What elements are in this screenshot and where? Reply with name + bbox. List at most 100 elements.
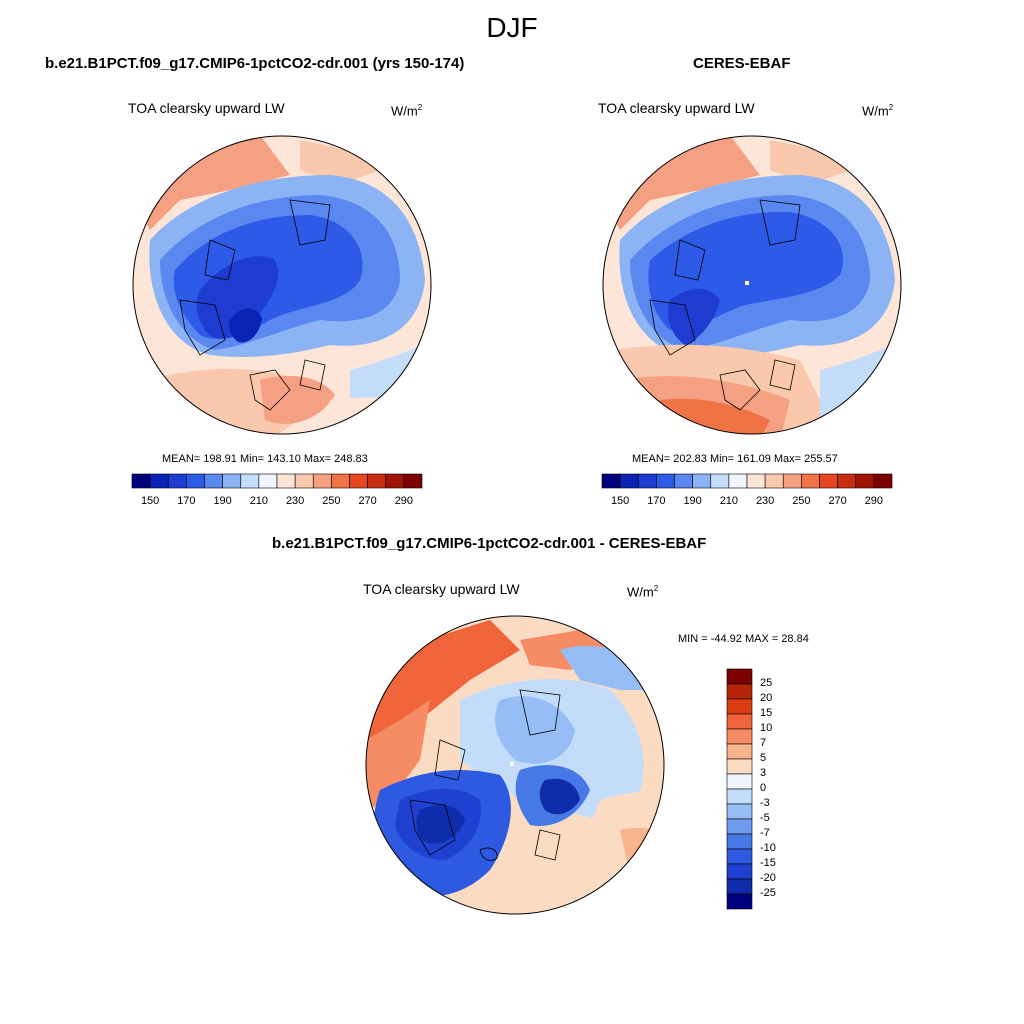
obs-colorbar-ticks: 150 170 190 210 230 250 270 290: [602, 495, 892, 511]
diff-colorbar-tick-label: -3: [760, 797, 770, 809]
diff-colorbar-swatch: [726, 713, 753, 730]
diff-colorbar-swatch: [726, 893, 753, 910]
diff-colorbar-tick-label: 10: [760, 722, 773, 734]
diff-colorbar-ticks: 25 20 15 10 7 5 3 0 -3 -5 -7 -10 -15 -20 -25: [760, 669, 800, 914]
diff-colorbar: [726, 668, 753, 910]
obs-colorbar-swatch: [637, 473, 657, 489]
obs-colorbar-swatch: [764, 473, 784, 489]
diff-colorbar-tick-label: 20: [760, 692, 773, 704]
obs-colorbar-tick-label: 170: [647, 495, 666, 507]
diff-colorbar-tick-label: 25: [760, 677, 773, 689]
diff-colorbar-tick-label: 7: [760, 737, 767, 749]
diff-panel-title: b.e21.B1PCT.f09_g17.CMIP6-1pctCO2-cdr.00…: [272, 535, 707, 552]
diff-colorbar-tick-label: -15: [760, 857, 776, 869]
model-colorbar-ticks: 150 170 190 210 230 250 270 290: [132, 495, 422, 511]
model-colorbar-tick-label: 190: [213, 495, 232, 507]
obs-colorbar-swatch: [782, 473, 802, 489]
obs-colorbar-tick-label: 290: [864, 495, 884, 507]
diff-colorbar-tick-label: 0: [760, 782, 767, 794]
model-colorbar-tick-label: 150: [140, 495, 160, 507]
season-title: DJF: [486, 12, 538, 43]
diff-map-background: [366, 616, 664, 914]
obs-colorbar: [601, 473, 893, 489]
obs-colorbar-swatch: [656, 473, 675, 489]
diff-colorbar-tick-label: -7: [760, 827, 770, 839]
model-colorbar-swatch: [312, 473, 332, 489]
diff-colorbar-swatch: [726, 728, 753, 745]
model-colorbar-swatch: [403, 473, 423, 489]
diff-variable-label: TOA clearsky upward LW: [363, 581, 520, 597]
obs-map-background: [603, 136, 901, 434]
model-colorbar-swatch: [349, 473, 368, 489]
model-colorbar-tick-label: 250: [322, 495, 341, 507]
diff-colorbar-swatch: [726, 818, 753, 835]
obs-colorbar-swatch: [674, 473, 693, 489]
diff-colorbar-swatch: [726, 863, 753, 880]
model-colorbar-swatch: [240, 473, 260, 489]
diff-units-label: W/m2: [627, 584, 659, 600]
diff-colorbar-tick-label: -10: [760, 842, 776, 854]
model-colorbar-tick-label: 170: [177, 495, 196, 507]
diff-colorbar-swatch: [726, 773, 753, 790]
model-variable-label: TOA clearsky upward LW: [128, 100, 285, 116]
model-colorbar-tick-label: 210: [249, 495, 269, 507]
obs-colorbar-swatch: [728, 473, 748, 489]
diff-colorbar-tick-label: 15: [760, 707, 773, 719]
obs-colorbar-swatch: [855, 473, 875, 489]
obs-colorbar-swatch: [710, 473, 730, 489]
model-colorbar-swatch: [276, 473, 296, 489]
diff-colorbar-swatch: [726, 788, 753, 805]
diff-colorbar-swatch: [726, 698, 753, 715]
diff-colorbar-swatch: [726, 743, 753, 760]
diff-stats-text: MIN = -44.92 MAX = 28.84: [678, 633, 809, 645]
obs-colorbar-tick-label: 210: [719, 495, 739, 507]
model-map-background: [133, 136, 431, 434]
diff-colorbar-tick-label: -20: [760, 872, 776, 884]
obs-colorbar-swatch: [746, 473, 766, 489]
obs-colorbar-swatch: [619, 473, 639, 489]
obs-colorbar-swatch: [837, 473, 857, 489]
diff-colorbar-swatch: [726, 668, 753, 685]
obs-stats-text: MEAN= 202.83 Min= 161.09 Max= 255.57: [632, 453, 838, 465]
obs-panel-title: CERES-EBAF: [693, 55, 791, 72]
obs-units-label: W/m2: [862, 103, 894, 119]
diff-colorbar-tick-label: -25: [760, 887, 776, 899]
obs-variable-label: TOA clearsky upward LW: [598, 100, 755, 116]
model-colorbar-swatch: [222, 473, 242, 489]
diff-colorbar-swatch: [726, 683, 753, 700]
obs-colorbar-tick-label: 270: [828, 495, 847, 507]
obs-colorbar-swatch: [601, 473, 621, 489]
diff-colorbar-swatch: [726, 833, 753, 850]
obs-colorbar-swatch: [819, 473, 838, 489]
model-panel-title: b.e21.B1PCT.f09_g17.CMIP6-1pctCO2-cdr.00…: [45, 55, 465, 72]
model-colorbar-swatch: [367, 473, 387, 489]
model-stats-text: MEAN= 198.91 Min= 143.10 Max= 248.83: [162, 453, 368, 465]
model-colorbar-tick-label: 270: [358, 495, 377, 507]
model-colorbar: [131, 473, 423, 489]
model-colorbar-swatch: [331, 473, 350, 489]
model-colorbar-swatch: [294, 473, 314, 489]
model-units-label: W/m2: [391, 103, 423, 119]
diff-colorbar-swatch: [726, 878, 753, 895]
obs-colorbar-tick-label: 150: [610, 495, 630, 507]
diff-colorbar-swatch: [726, 848, 753, 865]
model-colorbar-swatch: [149, 473, 169, 489]
obs-colorbar-swatch: [692, 473, 712, 489]
model-colorbar-swatch: [204, 473, 223, 489]
model-colorbar-swatch: [258, 473, 278, 489]
diff-colorbar-tick-label: 3: [760, 767, 767, 779]
model-colorbar-tick-label: 290: [394, 495, 414, 507]
model-colorbar-swatch: [131, 473, 151, 489]
obs-colorbar-tick-label: 230: [755, 495, 775, 507]
diff-colorbar-swatch: [726, 758, 753, 775]
obs-colorbar-swatch: [801, 473, 820, 489]
model-colorbar-swatch: [186, 473, 205, 489]
diff-colorbar-tick-label: -5: [760, 812, 770, 824]
diff-colorbar-tick-label: 5: [760, 752, 767, 764]
obs-colorbar-tick-label: 250: [792, 495, 811, 507]
obs-colorbar-tick-label: 190: [683, 495, 702, 507]
obs-colorbar-swatch: [873, 473, 893, 489]
